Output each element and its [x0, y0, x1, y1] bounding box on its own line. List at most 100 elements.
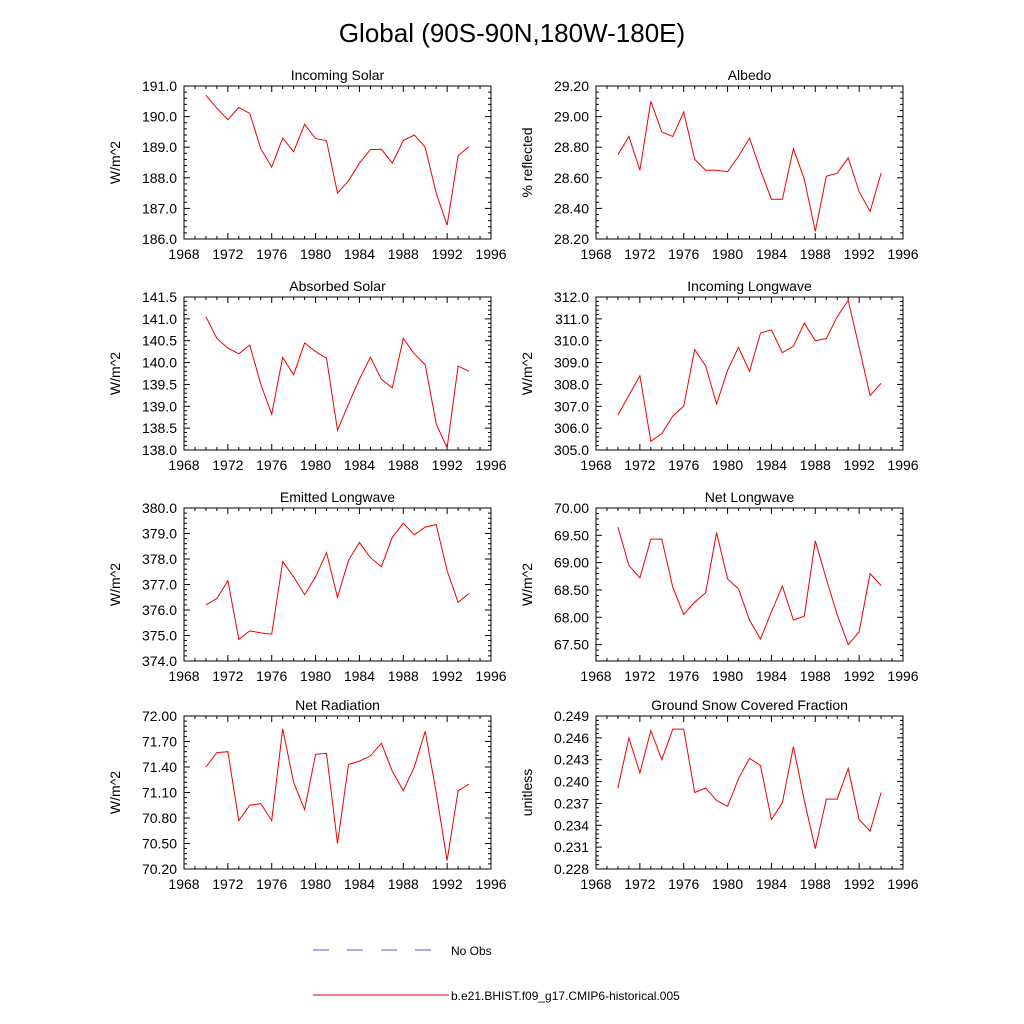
y-tick-label: 191.0 [142, 78, 177, 94]
x-tick-label: 1984 [344, 457, 375, 473]
series-line [617, 299, 882, 443]
x-tick-label: 1972 [212, 457, 243, 473]
panel-emitted-longwave: Emitted Longwave W/m^2 1968 1972 1976 1980 198… [107, 489, 507, 684]
series-line [617, 728, 882, 849]
panel-frame [183, 85, 492, 240]
x-tick-label: 1972 [624, 246, 655, 262]
x-tick-label: 1980 [300, 876, 331, 892]
series-line [205, 728, 470, 861]
x-tick-label: 1992 [844, 457, 875, 473]
y-tick-label: 141.5 [142, 289, 177, 305]
x-tick-label: 1996 [887, 246, 918, 262]
y-tick-label: 139.0 [142, 398, 177, 414]
y-tick-label: 379.0 [142, 526, 177, 542]
x-tick-label: 1996 [475, 876, 506, 892]
y-tick-label: 307.0 [554, 398, 589, 414]
panel-title: Ground Snow Covered Fraction [651, 697, 848, 713]
y-tick-label: 186.0 [142, 231, 177, 247]
x-tick-label: 1980 [300, 246, 331, 262]
y-tick-label: 70.20 [142, 861, 177, 877]
x-tick-label: 1976 [668, 246, 699, 262]
x-tick-label: 1996 [887, 876, 918, 892]
y-axis-label: W/m^2 [107, 141, 123, 184]
y-tick-label: 139.5 [142, 376, 177, 392]
y-axis-label: % reflected [519, 127, 535, 197]
panel-frame [595, 296, 904, 451]
y-tick-label: 138.0 [142, 442, 177, 458]
panel-incoming-solar: Incoming Solar W/m^2 1968 1972 1976 1980 1984 1… [107, 67, 507, 262]
y-tick-label: 71.40 [142, 759, 177, 775]
x-tick-label: 1972 [212, 668, 243, 684]
x-tick-label: 1984 [756, 246, 787, 262]
x-tick-label: 1968 [580, 668, 611, 684]
panel-title: Net Radiation [295, 697, 380, 713]
panel-ground-snow-covered-fraction: Ground Snow Covered Fraction unitless 1968… [519, 697, 919, 892]
y-tick-label: 68.50 [554, 582, 589, 598]
panel-title: Emitted Longwave [280, 489, 395, 505]
y-tick-label: 376.0 [142, 602, 177, 618]
x-tick-label: 1972 [624, 876, 655, 892]
panel-frame [595, 507, 904, 662]
x-tick-label: 1972 [624, 668, 655, 684]
y-tick-label: 308.0 [554, 376, 589, 392]
y-tick-label: 71.10 [142, 785, 177, 801]
x-tick-label: 1996 [887, 668, 918, 684]
series-line [205, 316, 470, 450]
y-tick-label: 29.00 [554, 109, 589, 125]
y-tick-label: 28.60 [554, 170, 589, 186]
x-tick-label: 1992 [432, 246, 463, 262]
x-tick-label: 1996 [475, 668, 506, 684]
y-tick-label: 28.20 [554, 231, 589, 247]
y-tick-label: 377.0 [142, 577, 177, 593]
x-tick-label: 1984 [344, 246, 375, 262]
x-tick-label: 1992 [432, 668, 463, 684]
y-tick-label: 0.249 [554, 708, 589, 724]
y-tick-label: 375.0 [142, 628, 177, 644]
x-tick-label: 1980 [712, 668, 743, 684]
y-tick-label: 70.00 [554, 500, 589, 516]
x-tick-label: 1984 [756, 457, 787, 473]
y-tick-label: 0.231 [554, 839, 589, 855]
panels: Incoming Solar W/m^2 1968 1972 1976 1980 1984 1… [107, 67, 919, 892]
x-tick-label: 1992 [432, 876, 463, 892]
figure-title: Global (90S-90N,180W-180E) [339, 18, 685, 48]
legend: No Obs b.e21.BHIST.f09_g17.CMIP6-histori… [313, 944, 680, 1003]
x-tick-label: 1980 [300, 457, 331, 473]
x-tick-label: 1988 [800, 876, 831, 892]
x-tick-label: 1984 [344, 876, 375, 892]
x-tick-label: 1988 [388, 668, 419, 684]
x-tick-label: 1980 [712, 457, 743, 473]
y-tick-label: 311.0 [555, 311, 589, 327]
y-tick-label: 71.70 [142, 734, 177, 750]
y-tick-label: 138.5 [142, 420, 177, 436]
panel-frame [183, 507, 492, 662]
y-tick-label: 69.00 [554, 555, 589, 571]
y-tick-label: 309.0 [554, 355, 589, 371]
x-tick-label: 1992 [432, 457, 463, 473]
x-tick-label: 1996 [475, 457, 506, 473]
y-tick-label: 28.80 [554, 139, 589, 155]
y-tick-label: 305.0 [554, 442, 589, 458]
x-tick-label: 1972 [212, 246, 243, 262]
x-tick-label: 1976 [668, 876, 699, 892]
y-tick-label: 187.0 [142, 200, 177, 216]
series-line [205, 522, 470, 641]
x-tick-label: 1980 [712, 876, 743, 892]
x-tick-label: 1980 [712, 246, 743, 262]
x-tick-label: 1976 [256, 668, 287, 684]
x-tick-label: 1992 [844, 668, 875, 684]
x-tick-label: 1992 [844, 876, 875, 892]
x-tick-label: 1972 [624, 457, 655, 473]
x-tick-label: 1976 [668, 457, 699, 473]
x-tick-label: 1968 [168, 668, 199, 684]
panel-absorbed-solar: Absorbed Solar W/m^2 1968 1972 1976 1980 1984 1… [107, 278, 507, 473]
series-line [617, 526, 882, 646]
y-tick-label: 190.0 [142, 109, 177, 125]
x-tick-label: 1988 [388, 876, 419, 892]
y-tick-label: 188.0 [142, 170, 177, 186]
y-tick-label: 306.0 [554, 420, 589, 436]
x-tick-label: 1988 [800, 457, 831, 473]
series-line [205, 94, 470, 226]
y-tick-label: 312.0 [554, 289, 589, 305]
